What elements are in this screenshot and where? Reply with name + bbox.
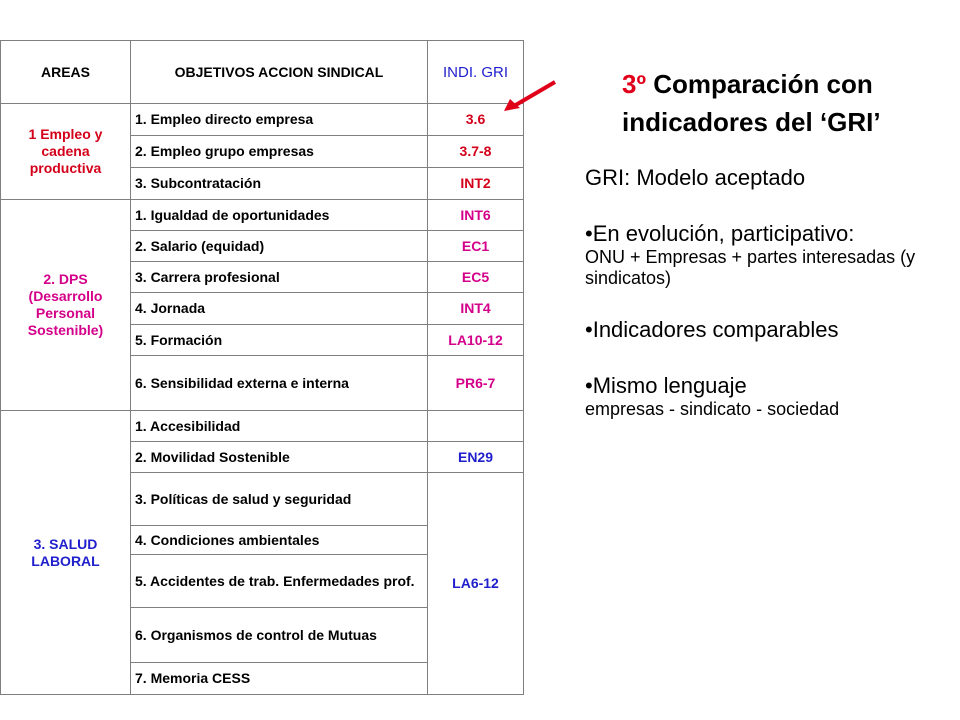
table-row: 4. Condiciones ambientales [1, 525, 524, 555]
header-objectives: OBJETIVOS ACCION SINDICAL [130, 40, 428, 104]
note-line-1: GRI: Modelo aceptado [585, 165, 806, 190]
objective-cell: 2. Empleo grupo empresas [130, 135, 428, 168]
header-indicators: INDI. GRI [427, 40, 524, 104]
table-row: 5. Accidentes de trab. Enfermedades prof… [1, 554, 524, 608]
objective-cell: 3. Subcontratación [130, 167, 428, 200]
bullet-indicadores: •Indicadores comparables [585, 317, 839, 342]
objective-cell: 1. Accesibilidad [130, 410, 428, 442]
table-row: 5. Formación LA10-12 [1, 324, 524, 356]
gri-comparison-table: AREAS OBJETIVOS ACCION SINDICAL INDI. GR… [0, 40, 524, 695]
objective-cell: 1. Igualdad de oportunidades [130, 199, 428, 231]
title-number: 3º [622, 69, 646, 99]
table-row: 3. SALUD LABORAL 1. Accesibilidad [0, 410, 524, 695]
table-row: 7. Memoria CESS [1, 662, 524, 695]
table-row: 1 Empleo y cadena productiva 1. Empleo d… [0, 103, 524, 200]
table-row: 2. Salario (equidad) EC1 [1, 230, 524, 262]
indicator-cell: EN29 [427, 441, 524, 473]
area-salud-laboral: 3. SALUD LABORAL [0, 410, 131, 695]
indicator-cell: EC5 [427, 261, 524, 293]
indicator-cell: EC1 [427, 230, 524, 262]
objective-cell: 6. Sensibilidad externa e interna [130, 355, 428, 411]
objective-cell: 1. Empleo directo empresa [130, 103, 428, 136]
area-dps: 2. DPS (Desarrollo Personal Sostenible) [0, 199, 131, 411]
indicator-cell [427, 410, 524, 442]
objective-cell: 5. Accidentes de trab. Enfermedades prof… [130, 554, 428, 608]
red-arrow-icon [504, 80, 557, 111]
area-empleo: 1 Empleo y cadena productiva [0, 103, 131, 200]
indicator-cell: 3.7-8 [427, 135, 524, 168]
objective-cell: 4. Condiciones ambientales [130, 525, 428, 555]
indicator-cell: PR6-7 [427, 355, 524, 411]
objective-cell: 2. Salario (equidad) [130, 230, 428, 262]
table-row: 3. Carrera profesional EC5 [1, 261, 524, 293]
indicator-cell: LA10-12 [427, 324, 524, 356]
table-row: 3. Subcontratación INT2 [1, 167, 524, 200]
objective-cell: 7. Memoria CESS [130, 662, 428, 695]
objective-cell: 3. Políticas de salud y seguridad [130, 472, 428, 526]
indicator-cell: INT4 [427, 292, 524, 325]
table-row: 4. Jornada INT4 [1, 292, 524, 325]
slide-title: 3º Comparación con indicadores del ‘GRI’ [622, 65, 957, 141]
header-areas: AREAS [0, 40, 131, 104]
indicator-cell: INT6 [427, 199, 524, 231]
table-row: 3. Políticas de salud y seguridad LA6-12 [1, 472, 524, 695]
bullet-lenguaje-sub: empresas - sindicato - sociedad [585, 399, 840, 419]
indicator-cell: LA6-12 [427, 472, 524, 695]
title-text: Comparación con indicadores del ‘GRI’ [622, 69, 881, 137]
table-header-row: AREAS OBJETIVOS ACCION SINDICAL INDI. GR… [0, 40, 524, 104]
bullet-evolucion-sub: ONU + Empresas + partes interesadas (y s… [585, 247, 916, 288]
bullet-lenguaje: •Mismo lenguaje [585, 373, 747, 398]
table-row: 2. Movilidad Sostenible EN29 [1, 441, 524, 473]
objective-cell: 5. Formación [130, 324, 428, 356]
bullet-evolucion: •En evolución, participativo: [585, 221, 855, 246]
objective-cell: 3. Carrera profesional [130, 261, 428, 293]
table-row: 2. DPS (Desarrollo Personal Sostenible) … [0, 199, 524, 411]
objective-cell: 2. Movilidad Sostenible [130, 441, 428, 473]
table-row: 6. Sensibilidad externa e interna PR6-7 [1, 355, 524, 411]
objective-cell: 4. Jornada [130, 292, 428, 325]
objective-cell: 6. Organismos de control de Mutuas [130, 607, 428, 663]
indicator-cell: INT2 [427, 167, 524, 200]
gri-notes: GRI: Modelo aceptado •En evolución, part… [585, 165, 955, 420]
